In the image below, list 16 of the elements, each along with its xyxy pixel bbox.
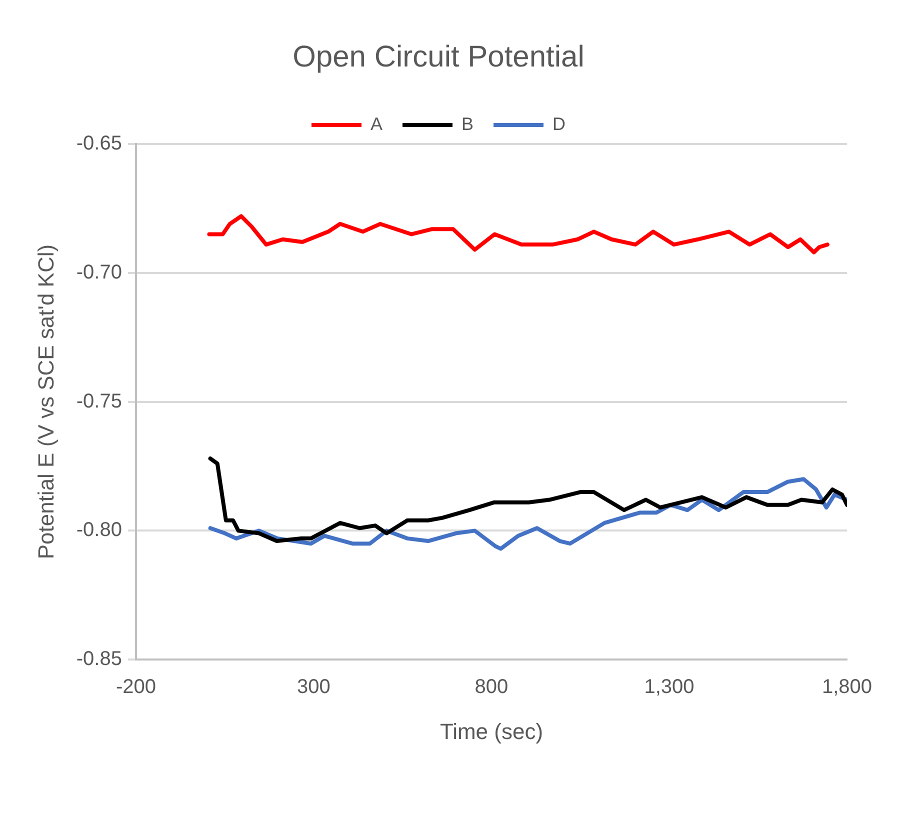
legend-label: B — [462, 114, 474, 134]
y-tick-label: -0.65 — [76, 132, 122, 155]
x-tick-label: 1,800 — [822, 676, 872, 698]
y-tick-label: -0.80 — [76, 519, 122, 542]
y-axis-title: Potential E (V vs SCE sat'd KCl) — [33, 244, 58, 560]
chart-title: Open Circuit Potential — [292, 40, 584, 74]
y-tick-label: -0.85 — [76, 648, 122, 670]
legend-label: D — [552, 114, 566, 134]
y-tick-label: -0.70 — [76, 261, 122, 284]
legend-label: A — [370, 114, 383, 134]
x-tick-label: 300 — [297, 676, 330, 698]
x-tick-label: 1,300 — [644, 676, 694, 698]
x-axis-title: Time (sec) — [440, 718, 544, 744]
x-tick-label: 800 — [474, 676, 508, 698]
y-tick-label: -0.75 — [76, 390, 122, 412]
x-tick-label: -200 — [116, 676, 156, 698]
